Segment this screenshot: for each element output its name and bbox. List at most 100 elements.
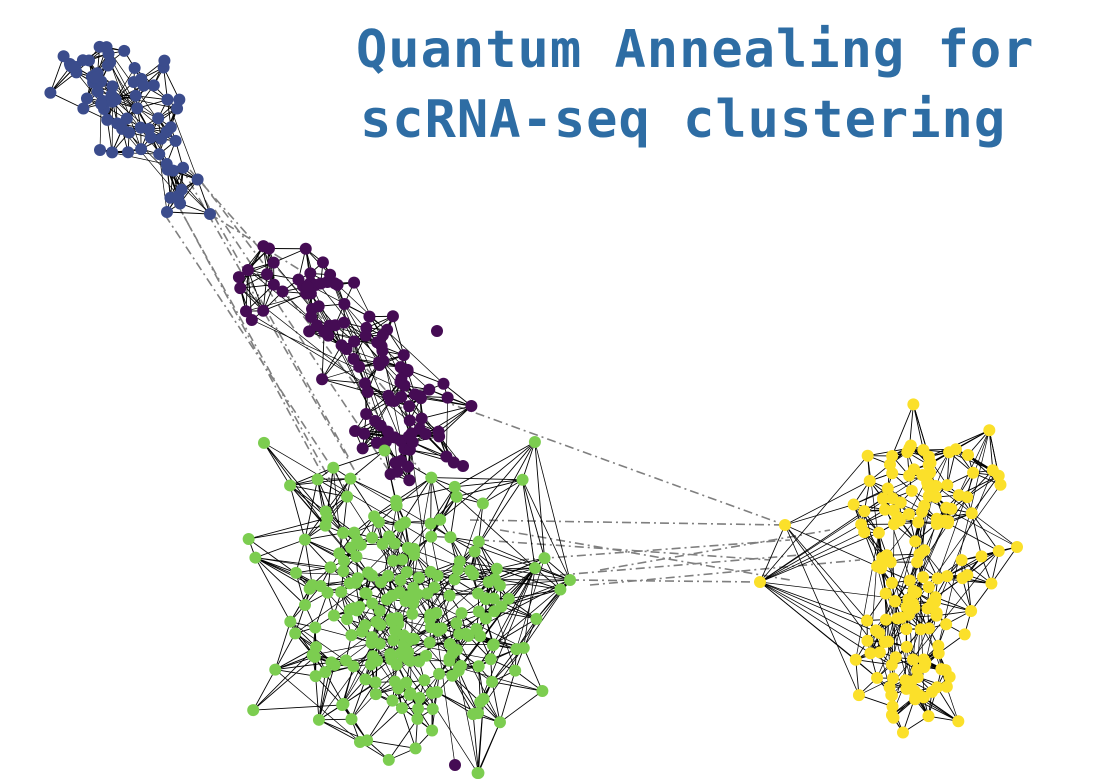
intra-edge [534,441,571,581]
intra-edge [310,282,396,464]
intra-edge [465,579,571,635]
cluster-4-node [886,700,899,713]
cluster-3-node [488,573,501,586]
intra-edge [50,92,84,109]
cluster-2-node [398,379,411,392]
cluster-4-node [863,474,876,487]
cluster-4-node [873,626,886,639]
cluster-3-node [289,627,302,640]
cluster-4-node [887,504,900,517]
cluster-3-node [476,497,489,510]
cluster-2-node [276,285,289,298]
intra-edge [251,319,422,399]
intra-edge [321,348,347,380]
intra-edge [430,477,432,524]
cluster-1-node [91,85,104,98]
cluster-3-node [425,471,438,484]
intra-edge [936,687,959,722]
cluster-3-node [362,566,375,579]
intra-edge [333,450,385,469]
intra-edge [321,344,342,380]
cluster-2-node [376,329,389,342]
cluster-2-node [262,242,275,255]
intra-edge [492,567,536,646]
cluster-3-node [490,562,503,575]
cluster-1-node [123,126,136,139]
cluster-3-node [472,605,485,618]
intra-edge [473,567,536,575]
cluster-1-node [177,161,190,174]
cluster-3-node [443,589,456,602]
intra-edge [496,557,545,570]
cluster-2-node [305,310,318,323]
cluster-4-node [900,623,913,636]
intra-edge [109,62,142,150]
cluster-4-node [965,605,978,618]
cluster-2-node [415,412,428,425]
cluster-3-node [411,712,424,725]
intra-edge [784,504,854,526]
intra-edge [321,362,379,380]
cluster-3-node [472,535,485,548]
cluster-3-node [412,702,425,715]
cluster-4-node [894,496,907,509]
cluster-3-node [369,688,382,701]
cluster-4-node [779,519,791,531]
cluster-3-node [345,629,358,642]
intra-edge [508,567,536,600]
cluster-1-node [161,93,174,106]
intra-edge [421,405,472,419]
intra-edge [522,479,536,569]
intra-edge [491,681,543,692]
cluster-1-node [104,56,117,69]
intra-edge [289,485,327,512]
intra-edge [274,621,291,670]
cluster-4-node [902,593,915,606]
cluster-3-node [343,604,356,617]
cluster-2-node [376,344,389,357]
cluster-3-node [502,592,515,605]
intra-edge [388,718,418,761]
intra-edge [855,659,892,666]
intra-edge [254,557,291,622]
intra-edge [451,675,479,714]
cluster-3-node [430,686,443,699]
cluster-4-node [885,688,898,701]
cluster-1-node [93,40,106,53]
cluster-4-node [893,514,906,527]
cluster-4-node [902,508,915,521]
cluster-1-node [57,50,70,63]
cluster-3-node [450,490,463,503]
cluster-4-node [884,458,897,471]
cluster-4-node [983,424,996,437]
cluster-3-node [444,531,457,544]
cluster-1-node [153,148,166,161]
cluster-3-node [257,436,270,449]
cluster-1-node [88,71,101,84]
cluster-4-node [931,681,944,694]
cluster-3-node [382,569,395,582]
cluster-4-node [955,554,968,567]
cluster-2-node [292,273,305,286]
cluster-2-node [324,268,337,281]
cluster-3-node [413,655,426,668]
cluster-4-node [915,505,928,518]
cluster-4-node [930,512,943,525]
cluster-2-node [242,264,254,276]
cluster-3-node [474,630,487,643]
cluster-3-node [418,674,431,687]
cluster-2-node [234,282,247,295]
intra-edge [263,442,328,519]
cluster-2-node [403,400,416,413]
cluster-3-node [360,587,373,600]
cluster-3-node [249,551,262,564]
intra-edge [324,671,344,705]
cluster-3-node [471,767,484,779]
cluster-4-node [913,548,926,561]
cluster-2-node [261,268,274,281]
cluster-3-node [344,472,357,485]
cluster-3-node [450,643,463,656]
intra-edge [346,348,401,368]
cluster-3-node [538,552,551,565]
cluster-2-node [395,390,408,403]
